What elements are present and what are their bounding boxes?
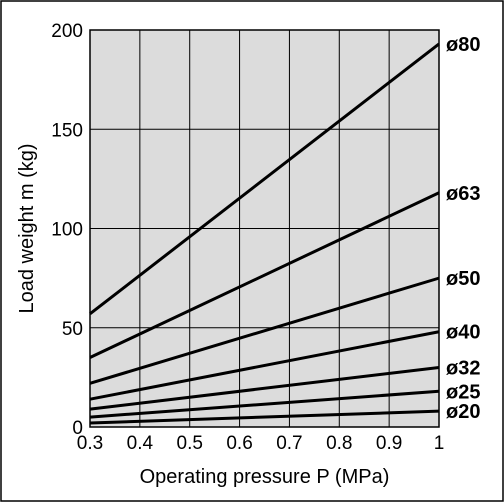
x-tick-label: 0.7	[276, 433, 302, 454]
x-tick-label: 0.3	[77, 433, 103, 454]
series-line	[89, 409, 440, 425]
x-axis-title: Operating pressure P (MPa)	[140, 466, 390, 488]
y-tick-label: 0	[72, 418, 83, 439]
x-tick-label: 0.4	[127, 433, 154, 454]
series-label: ø25	[446, 381, 480, 403]
x-tick-label: 0.6	[226, 433, 252, 454]
series-line	[89, 365, 440, 411]
y-tick-label: 100	[51, 220, 83, 241]
y-tick-labels: 0 50 100 150 200	[51, 21, 83, 439]
series-label: ø80	[446, 34, 480, 56]
x-tick-label: 0.5	[177, 433, 203, 454]
y-axis-title: Load weight m (kg)	[16, 143, 38, 313]
y-tick-label: 150	[51, 120, 83, 141]
x-tick-label: 0.8	[326, 433, 352, 454]
y-tick-label: 50	[62, 319, 83, 340]
series-line	[89, 389, 440, 419]
series-line	[89, 191, 440, 359]
series-label: ø63	[446, 183, 480, 205]
x-tick-label: 1	[434, 433, 445, 454]
series-lines	[89, 42, 440, 425]
series-line	[89, 330, 440, 401]
series-label: ø20	[446, 401, 480, 423]
x-tick-label: 0.9	[376, 433, 402, 454]
plot-border	[89, 29, 440, 428]
y-tick-label: 200	[51, 21, 83, 42]
series-label: ø40	[446, 322, 480, 344]
x-tick-labels: 0.3 0.4 0.5 0.6 0.7 0.8 0.9 1	[77, 433, 445, 454]
series-line	[89, 42, 440, 316]
series-label: ø32	[446, 357, 480, 379]
series-line	[89, 276, 440, 385]
series-label: ø50	[446, 268, 480, 290]
